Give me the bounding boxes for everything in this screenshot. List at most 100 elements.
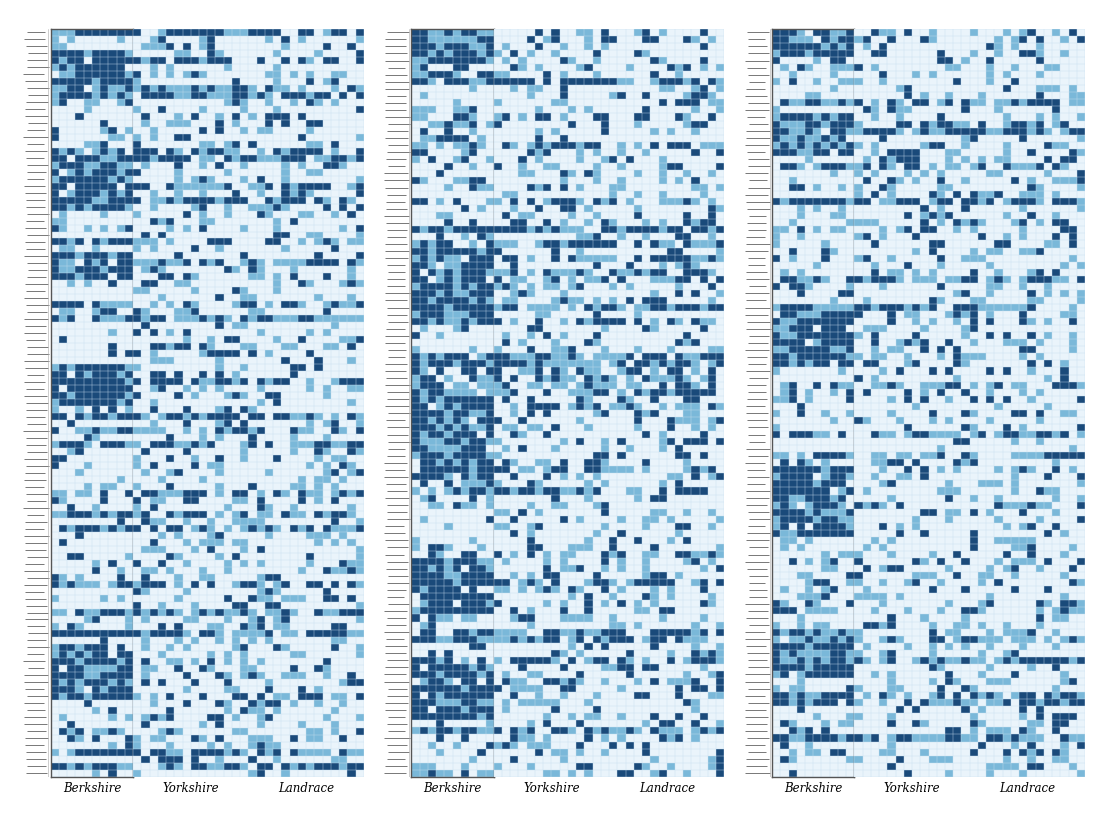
Bar (788, 149, 797, 156)
Bar (511, 304, 518, 311)
Bar (411, 360, 420, 367)
Bar (116, 672, 125, 679)
Bar (1027, 395, 1036, 403)
Bar (838, 671, 846, 678)
Bar (846, 664, 855, 671)
Bar (76, 378, 83, 386)
Bar (460, 304, 469, 311)
Bar (928, 275, 937, 283)
Bar (444, 600, 453, 607)
Bar (961, 586, 970, 593)
Bar (822, 635, 830, 643)
Bar (355, 630, 364, 637)
Bar (692, 353, 699, 360)
Bar (339, 532, 347, 539)
Bar (601, 657, 609, 664)
Bar (355, 763, 364, 769)
Bar (617, 685, 626, 692)
Bar (699, 431, 708, 438)
Bar (846, 523, 855, 530)
Bar (511, 530, 518, 537)
Bar (420, 480, 427, 487)
Bar (626, 375, 633, 381)
Bar (683, 523, 692, 530)
Bar (355, 36, 364, 43)
Bar (453, 290, 460, 297)
Bar (331, 238, 339, 246)
Bar (593, 403, 601, 410)
Bar (149, 525, 158, 532)
Bar (149, 204, 158, 210)
Bar (83, 386, 92, 392)
Bar (675, 367, 683, 375)
Bar (576, 417, 584, 424)
Bar (224, 504, 232, 511)
Bar (904, 431, 912, 438)
Bar (83, 700, 92, 707)
Bar (116, 658, 125, 665)
Bar (626, 283, 633, 290)
Bar (141, 644, 149, 651)
Bar (282, 155, 289, 162)
Bar (772, 431, 780, 438)
Bar (444, 424, 453, 431)
Bar (584, 593, 593, 600)
Bar (486, 29, 494, 36)
Bar (797, 734, 804, 741)
Bar (617, 586, 626, 593)
Bar (609, 544, 617, 551)
Bar (804, 318, 813, 326)
Bar (1076, 198, 1085, 206)
Bar (904, 424, 912, 431)
Bar (846, 290, 855, 297)
Bar (928, 551, 937, 558)
Bar (249, 274, 256, 280)
Bar (92, 92, 100, 99)
Bar (601, 466, 609, 473)
Bar (937, 353, 945, 360)
Bar (411, 332, 420, 339)
Bar (692, 657, 699, 664)
Bar (838, 530, 846, 537)
Bar (174, 50, 183, 57)
Bar (1052, 177, 1060, 184)
Bar (216, 246, 224, 252)
Bar (838, 127, 846, 135)
Bar (544, 678, 551, 685)
Bar (511, 607, 518, 615)
Bar (486, 297, 494, 304)
Bar (527, 149, 535, 156)
Bar (298, 280, 306, 288)
Bar (994, 304, 1003, 311)
Bar (912, 706, 921, 713)
Bar (411, 671, 420, 678)
Bar (1069, 678, 1076, 685)
Bar (822, 121, 830, 127)
Bar (460, 615, 469, 621)
Bar (411, 438, 420, 446)
Bar (158, 260, 167, 266)
Bar (683, 36, 692, 43)
Bar (411, 381, 420, 389)
Bar (167, 260, 174, 266)
Bar (224, 749, 232, 755)
Bar (804, 346, 813, 353)
Bar (469, 629, 477, 635)
Bar (797, 495, 804, 501)
Bar (460, 283, 469, 290)
Bar (954, 438, 961, 446)
Bar (912, 515, 921, 523)
Bar (469, 177, 477, 184)
Bar (347, 769, 355, 777)
Bar (315, 260, 322, 266)
Bar (626, 487, 633, 495)
Bar (494, 241, 502, 247)
Bar (804, 537, 813, 544)
Bar (675, 233, 683, 241)
Bar (961, 121, 970, 127)
Bar (494, 198, 502, 206)
Bar (282, 36, 289, 43)
Bar (444, 36, 453, 43)
Bar (945, 275, 954, 283)
Bar (282, 511, 289, 518)
